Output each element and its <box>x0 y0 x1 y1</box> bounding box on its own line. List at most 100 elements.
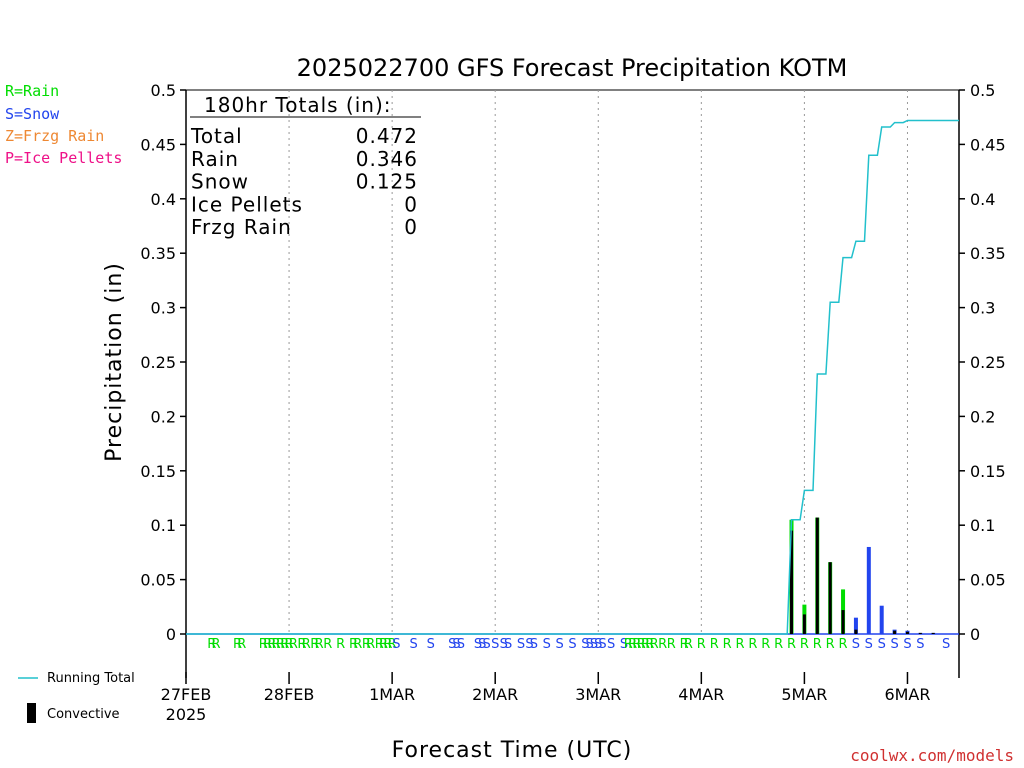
y-tick-label-left: 0.15 <box>140 462 176 481</box>
totals-row-label: Total <box>190 124 243 148</box>
ptype-mark: R <box>366 637 375 652</box>
ptype-mark: R <box>388 637 397 652</box>
ptype-mark: S <box>491 637 499 652</box>
y-tick-label-left: 0.35 <box>140 244 176 263</box>
ptype-mark: S <box>530 637 538 652</box>
precip-bar <box>853 617 858 634</box>
y-tick-label-left: 0.05 <box>140 571 176 590</box>
ptype-mark: S <box>457 637 465 652</box>
ptype-mark: S <box>852 637 860 652</box>
ptype-mark: S <box>409 637 417 652</box>
ptype-mark: R <box>212 637 221 652</box>
ptype-mark: S <box>590 637 598 652</box>
y-tick-label-right: 0.4 <box>970 190 995 209</box>
convective-bar <box>893 630 897 634</box>
x-tick-label: 28FEB <box>264 685 315 704</box>
ptype-mark: R <box>684 637 693 652</box>
ptype-mark: S <box>474 637 482 652</box>
ptype-mark: S <box>607 637 615 652</box>
running-total-line <box>186 119 959 635</box>
totals-row-value: 0.472 <box>356 124 418 148</box>
ptype-mark: R <box>375 637 384 652</box>
totals-row-value: 0 <box>404 215 418 239</box>
convective-bar <box>905 631 909 634</box>
ptype-mark: R <box>839 637 848 652</box>
totals-row-value: 0.125 <box>356 170 418 194</box>
ptype-mark: S <box>865 637 873 652</box>
ptype-mark: R <box>207 637 216 652</box>
x-tick-sublabel: 2025 <box>166 705 207 724</box>
y-tick-label-left: 0.2 <box>151 407 176 426</box>
ptype-mark: S <box>504 637 512 652</box>
totals-header: 180hr Totals (in): <box>204 93 392 117</box>
ptype-mark: R <box>680 637 689 652</box>
ptype-mark: R <box>383 637 392 652</box>
ptype-mark: S <box>581 637 589 652</box>
y-axis-right: 0 0.05 0.1 0.15 0.2 0.25 0.3 0.35 0.4 0.45 0.5 <box>959 81 1006 644</box>
y-tick-label-right: 0.05 <box>970 571 1006 590</box>
totals-row-value: 0 <box>404 192 418 216</box>
ptype-mark: R <box>267 637 276 652</box>
x-tick-label: 4MAR <box>678 685 724 704</box>
y-tick-label-right: 0.35 <box>970 244 1006 263</box>
ptype-mark: R <box>641 637 650 652</box>
totals-rows: Total 0.472 Rain 0.346 Snow 0.125 Ice Pellets 0… <box>190 124 418 239</box>
ptype-mark: R <box>787 637 796 652</box>
ptype-mark: S <box>903 637 911 652</box>
ptype-mark: S <box>878 637 886 652</box>
ptype-mark: S <box>452 637 460 652</box>
ptype-mark: R <box>280 637 289 652</box>
ptype-mark: R <box>302 637 311 652</box>
convective-bar <box>815 517 819 634</box>
y-tick-label-left: 0.25 <box>140 353 176 372</box>
precip-bar <box>866 546 871 634</box>
totals-row-label: Snow <box>191 170 249 194</box>
ptype-mark: S <box>427 637 435 652</box>
legend-convective-swatch <box>27 703 36 723</box>
y-tick-label-left: 0.4 <box>151 190 176 209</box>
ptype-mark: R <box>667 637 676 652</box>
y-tick-label-right: 0.3 <box>970 299 995 318</box>
ptype-mark: S <box>517 637 525 652</box>
ptype-mark: S <box>594 637 602 652</box>
ptype-mark: R <box>800 637 809 652</box>
ptype-mark: S <box>598 637 606 652</box>
ptype-mark: S <box>392 637 400 652</box>
legend-running-label: Running Total <box>47 671 135 686</box>
x-axis-label: Forecast Time (UTC) <box>392 738 633 763</box>
ptype-mark: R <box>723 637 732 652</box>
ptype-mark: S <box>942 637 950 652</box>
y-tick-label-right: 0.15 <box>970 462 1006 481</box>
x-tick-label: 3MAR <box>575 685 621 704</box>
ptype-mark: R <box>645 637 654 652</box>
convective-bar <box>841 610 845 634</box>
x-tick-label: 27FEB <box>161 685 212 704</box>
ptype-mark: R <box>826 637 835 652</box>
vertical-gridlines <box>288 90 908 634</box>
credit-text: coolwx.com/models <box>850 746 1014 765</box>
ptype-mark: R <box>323 637 332 652</box>
x-tick-label: 5MAR <box>781 685 827 704</box>
ptype-mark: R <box>650 637 659 652</box>
ptype-mark: R <box>748 637 757 652</box>
y-tick-label-left: 0 <box>166 625 176 644</box>
ptype-mark: R <box>813 637 822 652</box>
ptype-mark: S <box>586 637 594 652</box>
ptype-mark: S <box>500 637 508 652</box>
y-tick-label-left: 0.45 <box>140 135 176 154</box>
ptype-mark: R <box>272 637 281 652</box>
y-tick-label-left: 0.5 <box>151 81 176 100</box>
convective-bar <box>802 614 806 634</box>
ptype-mark: R <box>658 637 667 652</box>
convective-bar <box>918 632 922 634</box>
legend-snow: S=Snow <box>5 105 60 123</box>
ptype-mark: S <box>543 637 551 652</box>
legend-frzg: Z=Frzg Rain <box>5 127 104 145</box>
ptype-mark: R <box>710 637 719 652</box>
y-tick-label-left: 0.1 <box>151 516 176 535</box>
ptype-mark: R <box>362 637 371 652</box>
y-axis-left: 0 0.05 0.1 0.15 0.2 0.25 0.3 0.35 0.4 0.45 0.5 <box>140 81 186 644</box>
legend-convective-label: Convective <box>47 707 120 722</box>
